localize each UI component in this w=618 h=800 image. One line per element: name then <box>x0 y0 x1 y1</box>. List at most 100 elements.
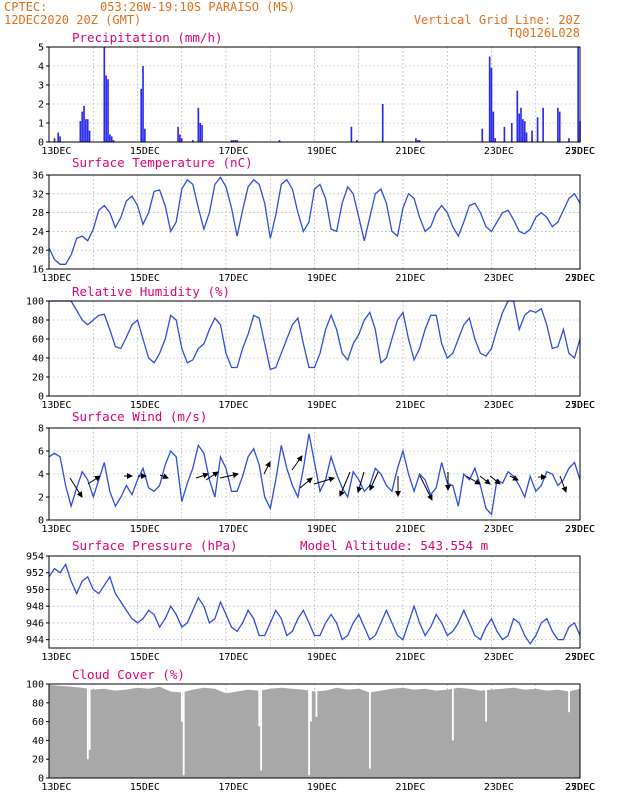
wind-xtick-label: 21DEC <box>395 524 425 535</box>
cloud-dip <box>568 684 570 713</box>
pressure-ytick-label: 954 <box>26 552 44 563</box>
precipitation-ytick-label: 4 <box>38 62 44 73</box>
wind-direction-arrow <box>313 476 335 485</box>
precip-bar <box>278 140 281 142</box>
cloud-ytick-label: 100 <box>26 680 44 691</box>
humidity-ytick-label: 100 <box>26 297 44 308</box>
humidity-xtick-label: 21DEC <box>395 400 425 411</box>
humidity-series-line <box>49 300 581 371</box>
cloud-dip <box>315 684 318 717</box>
wind-xtick-label: 27DEC <box>565 524 595 535</box>
precipitation-xtick-label: 23DEC <box>484 146 514 157</box>
precip-bar <box>510 123 513 142</box>
wind-xtick-label: 25DEC <box>565 524 595 535</box>
temperature-title: Surface Temperature (nC) <box>72 155 253 170</box>
humidity-ytick-label: 0 <box>38 392 44 403</box>
wind-direction-arrow <box>219 472 239 479</box>
wind-ytick-label: 0 <box>38 516 44 527</box>
precip-bar <box>88 130 91 142</box>
humidity-title: Relative Humidity (%) <box>72 284 230 299</box>
header-datetime: 12DEC2020 20Z (GMT) <box>4 13 141 27</box>
cloud-ytick-label: 80 <box>32 698 44 709</box>
temperature-xtick-label: 19DEC <box>307 273 337 284</box>
precipitation-xtick-label: 19DEC <box>307 146 337 157</box>
precip-bar <box>525 132 528 142</box>
pressure-ytick-label: 944 <box>26 635 44 646</box>
humidity-xtick-label: 13DEC <box>41 400 71 411</box>
temperature-ytick-label: 16 <box>32 265 44 276</box>
cloud-cover-panel: Cloud Cover (%) 0 20 40 60 80 100 13DEC 15DEC 17D… <box>26 667 595 793</box>
wind-frame <box>48 427 581 521</box>
wind-xtick-label: 19DEC <box>307 524 337 535</box>
cloud-xtick-label: 25DEC <box>565 782 595 793</box>
header-code: TQ0126L028 <box>508 26 580 40</box>
precip-bar <box>191 140 194 142</box>
temperature-ytick-label: 28 <box>32 208 44 219</box>
precip-bar <box>236 140 238 142</box>
cloud-dip <box>182 684 185 776</box>
precipitation-ytick-label: 0 <box>38 138 44 149</box>
precip-bar <box>179 134 181 142</box>
humidity-frame <box>48 300 581 397</box>
precip-bar <box>110 136 113 142</box>
precip-bar <box>492 111 495 142</box>
precip-bar <box>518 113 520 142</box>
precip-bar <box>144 128 146 142</box>
humidity-xtick-label: 17DEC <box>218 400 248 411</box>
precip-bar <box>59 136 61 142</box>
humidity-xtick-label: 19DEC <box>307 400 337 411</box>
pressure-xtick-label: 25DEC <box>565 652 595 663</box>
wind-direction-arrow <box>559 475 568 493</box>
cloud-xtick-label: 19DEC <box>307 782 337 793</box>
precip-bar <box>522 119 524 142</box>
precip-bar <box>568 138 570 142</box>
pressure-title: Surface Pressure (hPa) <box>72 538 238 553</box>
humidity-ytick-label: 80 <box>32 316 44 327</box>
wind-xtick-label: 23DEC <box>484 524 514 535</box>
cloud-dip <box>369 684 371 769</box>
pressure-xtick-label: 13DEC <box>41 652 71 663</box>
pressure-ytick-label: 952 <box>26 568 44 579</box>
temperature-ytick-label: 20 <box>32 246 44 257</box>
wind-direction-arrow <box>479 475 491 485</box>
wind-direction-arrow <box>195 472 209 479</box>
precip-bar <box>558 111 561 142</box>
wind-direction-arrow <box>263 461 271 475</box>
cloud-xtick-label: 17DEC <box>218 782 248 793</box>
wind-xtick-label: 15DEC <box>130 524 160 535</box>
wind-series-line <box>48 433 581 516</box>
precip-bar <box>53 138 56 142</box>
temperature-series-line <box>48 176 581 265</box>
precip-bar <box>81 111 84 142</box>
precip-bar <box>503 126 506 142</box>
wind-direction-arrow <box>205 471 219 481</box>
precip-bar <box>577 47 579 142</box>
temperature-xtick-label: 13DEC <box>41 273 71 284</box>
cloud-xtick-label: 27DEC <box>565 782 595 793</box>
cloud-dip <box>260 684 263 771</box>
temperature-xtick-label: 27DEC <box>565 273 595 284</box>
precip-bar <box>142 66 144 142</box>
wind-direction-arrow <box>87 475 101 485</box>
temperature-xtick-label: 21DEC <box>395 273 425 284</box>
precip-bar <box>416 140 419 142</box>
precip-bar <box>234 140 237 142</box>
precip-bar <box>199 123 202 142</box>
pressure-ytick-label: 950 <box>26 585 44 596</box>
cloud-ytick-label: 60 <box>32 717 44 728</box>
precipitation-ytick-label: 2 <box>38 100 44 111</box>
precip-bar <box>197 107 200 142</box>
cloud-dip <box>310 684 312 722</box>
cloud-dip <box>485 684 487 722</box>
precip-bar <box>105 75 107 142</box>
precip-bar <box>531 130 533 142</box>
precip-bar <box>201 124 203 142</box>
humidity-xtick-label: 25DEC <box>565 400 595 411</box>
precip-bar <box>103 47 106 142</box>
humidity-panel: Relative Humidity (%) 0 20 40 60 80 100 13DEC 15… <box>26 284 595 411</box>
temperature-frame <box>48 174 581 270</box>
wind-direction-arrow <box>299 477 313 489</box>
pressure-xtick-label: 27DEC <box>565 652 595 663</box>
wind-direction-arrow <box>291 455 303 471</box>
humidity-ytick-label: 60 <box>32 335 44 346</box>
